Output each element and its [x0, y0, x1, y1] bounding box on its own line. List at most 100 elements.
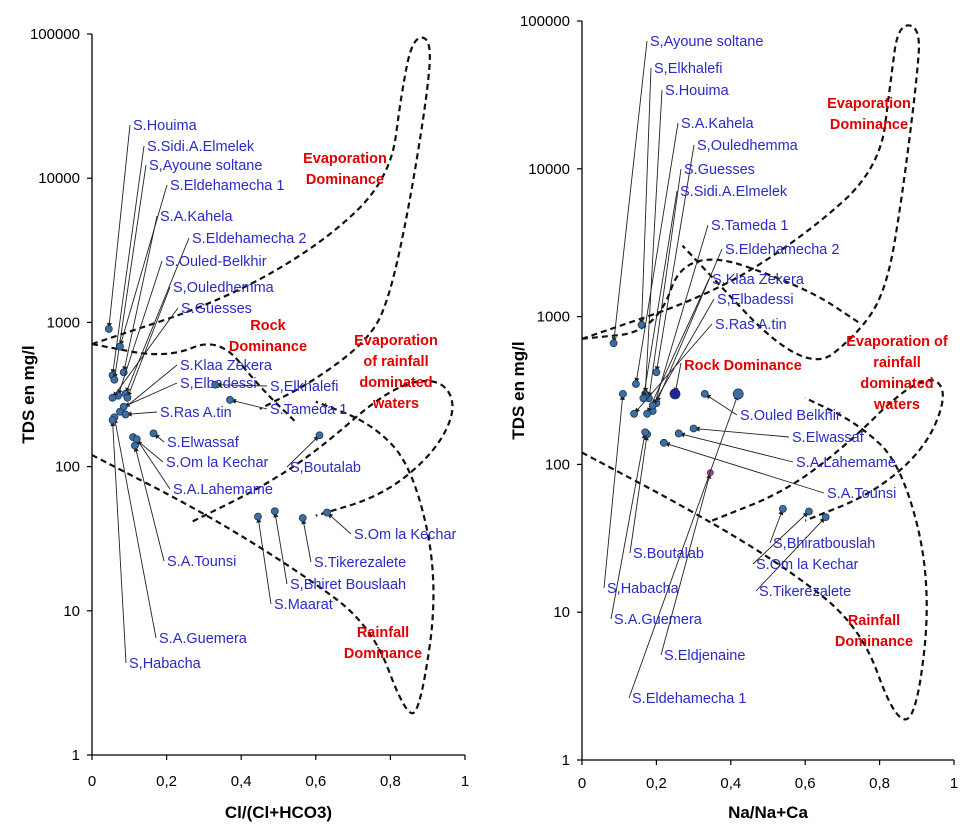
x-axis-title: Cl/(Cl+HCO3): [225, 803, 332, 822]
y-tick-label: 10000: [528, 161, 570, 178]
y-tick-label: 10: [63, 603, 80, 620]
data-point-s-a-guemera: [641, 428, 650, 437]
x-tick-label: 0: [578, 775, 586, 792]
leader-line: [123, 382, 178, 408]
leader-line: [125, 237, 190, 394]
leader-line: [613, 40, 648, 344]
region-envelope-3: [711, 379, 944, 522]
sample-label-s-tikerezalete: S.Tikerezalete: [314, 555, 406, 571]
leader-line: [646, 278, 710, 414]
data-point-s-bhiratbouslah: [778, 504, 787, 513]
sample-label-s-a-kahela: S.A.Kahela: [160, 209, 233, 225]
leader-line: [610, 432, 646, 620]
sample-label-s-habacha: S,Habacha: [129, 656, 202, 672]
data-point-s-maarat: [254, 512, 262, 521]
data-point-s-eldehamecha-1: [732, 388, 744, 400]
sample-label-s-boutalab: S.Boutalab: [633, 546, 704, 562]
sample-label-s-habacha: S,Habacha: [607, 581, 680, 597]
data-point-s-om-la-kechar: [805, 507, 813, 516]
data-point-s-ouledhemma: [123, 393, 132, 402]
data-point-s-elkhalefi: [211, 380, 219, 389]
data-point-s-elwassaf: [689, 424, 698, 433]
sample-label-s-klaa-zekera: S.Klaa Zekera: [180, 358, 273, 374]
sample-label-s-bhiratbouslah: S,Bhiratbouslah: [773, 536, 875, 552]
sample-label-s-eldehamecha-2: S.Eldehamecha 2: [725, 242, 839, 258]
sample-label-s-bhiret-bouslaah: S,Bhiret Bouslaah: [290, 577, 406, 593]
sample-label-s-ouled-belkhir: S.Ouled-Belkhir: [165, 254, 267, 270]
y-axis-title: TDS en mg/l: [509, 341, 528, 439]
leader-line: [660, 472, 711, 656]
leader-line: [257, 516, 272, 605]
sample-label-s-klaa-zekera: S.Klaa Zekera: [712, 272, 805, 288]
x-tick-label: 0,2: [646, 775, 667, 792]
y-tick-label: 10: [553, 604, 570, 621]
data-point-s-a-tounsi: [659, 438, 668, 447]
leader-line: [693, 428, 790, 438]
sample-label-s-ras-a-tin: S.Ras A.tin: [715, 317, 787, 333]
x-tick-label: 0,2: [156, 773, 177, 790]
sample-label-s-guesses: S.Guesses: [684, 162, 755, 178]
y-tick-label: 100: [545, 456, 570, 473]
sample-label-s-a-guemera: S.A.Guemera: [614, 612, 703, 628]
chart-left-panel: 1 10 100 1000 10000 100000 0 0,2 0,4 0,6 0,8 1 Cl/(C…: [0, 0, 478, 830]
data-point-s-ayoune-soltane: [110, 375, 119, 384]
sample-label-s-ouledhemma: S,Ouledhemma: [697, 138, 799, 154]
leader-line: [641, 67, 652, 325]
leader-line: [644, 89, 663, 394]
x-axis-title: Na/Na+Ca: [728, 803, 808, 822]
sample-label-s-eldehamecha-1: S.Eldehamecha 1: [632, 691, 746, 707]
data-point-s-eldehamecha-1: [116, 342, 124, 351]
region-envelope-1: [91, 36, 431, 410]
sample-label-s-tikerezalete: S.Tikerezalete: [759, 584, 851, 600]
sample-label-s-guesses: S.Guesses: [181, 301, 252, 317]
sample-label-s-eldehamecha-2: S.Eldehamecha 2: [192, 231, 306, 247]
data-point-s-ouledhemma: [652, 368, 661, 377]
data-point-rock-dominance: [669, 388, 681, 400]
leader-line: [108, 124, 131, 330]
region-envelope-4: [581, 258, 862, 340]
data-point-s-tikerezalete: [298, 514, 307, 522]
sample-label-s-a-tounsi: S.A.Tounsi: [827, 486, 896, 502]
leader-line: [655, 144, 695, 373]
leader-line: [755, 516, 826, 592]
region-envelope-3: [192, 379, 454, 523]
sample-label-s-ouledhemma: S,Ouledhemma: [173, 280, 275, 296]
leader-line: [655, 248, 723, 404]
leader-line: [286, 434, 320, 468]
region-envelope-2: [91, 400, 435, 715]
leader-line: [117, 260, 163, 396]
sample-label-s-a-kahela: S.A.Kahela: [681, 116, 754, 132]
data-point-s-sidi-a-elmelek: [639, 394, 648, 403]
sample-label-s-houima: S.Houima: [133, 118, 198, 134]
chart-right: 1 10 100 1000 10000 100000 0 0,2 0,4 0,6 0,8 1 Na/Na…: [509, 13, 958, 822]
leader-line: [629, 434, 648, 554]
sample-label-s-sidi-a-elmelek: S.Sidi.A.Elmelek: [147, 139, 255, 155]
sample-label-s-om-la-kechar: S.Om la Kechar: [166, 455, 269, 471]
region-envelope-4: [91, 342, 298, 425]
region-label-evaporation-dominance: Evaporation Dominance: [827, 96, 911, 133]
data-point-s-elkhalefi: [637, 320, 646, 329]
data-point-s-houima: [104, 325, 113, 333]
data-point-s-elbadessi: [119, 402, 128, 411]
sample-label-s-sidi-a-elmelek: S.Sidi.A.Elmelek: [680, 184, 788, 200]
y-axis-title: TDS en mg/l: [19, 345, 38, 443]
leader-line: [642, 190, 678, 399]
y-tick-label: 1: [562, 752, 570, 769]
data-point-s-habacha: [108, 416, 117, 425]
data-point-s-guesses: [108, 393, 117, 402]
data-point-s-a-lahemame: [132, 435, 141, 444]
region-envelope-1: [581, 24, 921, 361]
leader-line: [274, 511, 288, 585]
data-point-s-elbadessi: [648, 401, 657, 410]
x-tick-label: 0,6: [305, 773, 326, 790]
x-tick-label: 0,6: [795, 775, 816, 792]
data-point-s-a-lahemame: [674, 429, 683, 438]
data-point-s-a-tounsi: [130, 441, 139, 450]
leader-line: [127, 286, 171, 398]
y-tick-label: 1: [72, 747, 80, 764]
x-tick-label: 1: [461, 773, 469, 790]
sample-label-s-elkhalefi: S,Elkhalefi: [270, 379, 339, 395]
data-point-s-bhiret-bouslaah: [270, 507, 279, 516]
x-tick-label: 0,4: [231, 773, 252, 790]
chart-left: 1 10 100 1000 10000 100000 0 0,2 0,4 0,6 0,8 1 Cl/(C…: [19, 26, 469, 822]
